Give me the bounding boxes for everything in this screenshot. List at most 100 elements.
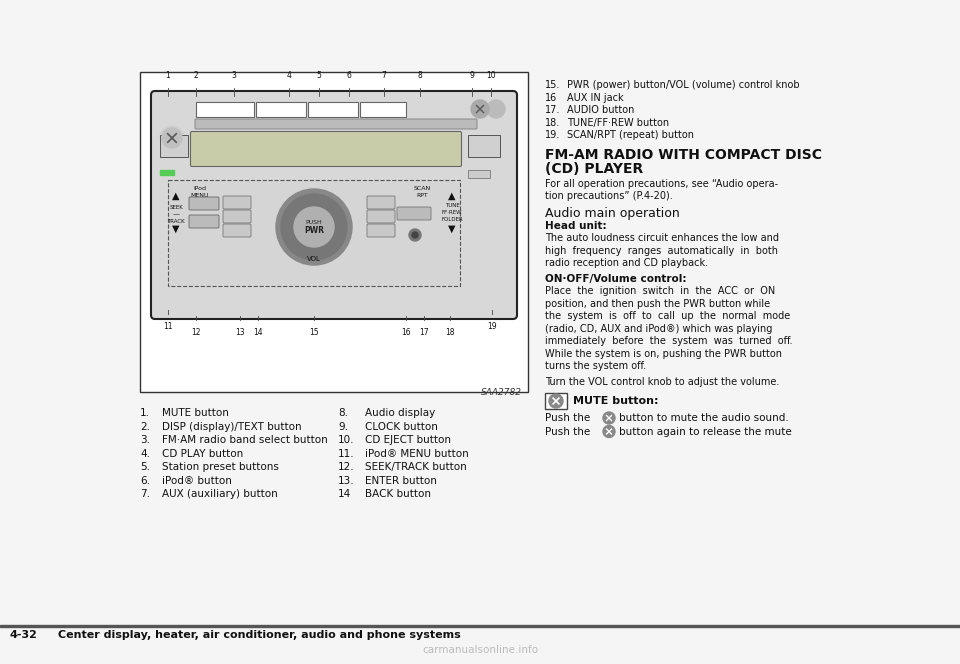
Text: CLOCK: CLOCK (473, 143, 494, 149)
Text: AUX: AUX (375, 105, 391, 114)
Text: 5: 5 (379, 214, 383, 220)
Bar (160, 135, 188, 157)
Text: 18: 18 (445, 328, 455, 337)
FancyBboxPatch shape (223, 224, 251, 237)
Text: 1: 1 (235, 199, 239, 205)
Text: 11.: 11. (338, 448, 354, 459)
Text: Head unit:: Head unit: (545, 220, 607, 230)
Text: ▲: ▲ (172, 191, 180, 201)
Text: 19: 19 (487, 322, 497, 331)
Text: 4: 4 (379, 199, 383, 205)
Text: SEEK: SEEK (169, 205, 182, 210)
Text: 3.: 3. (140, 435, 150, 445)
Text: Audio display: Audio display (365, 408, 435, 418)
Text: TRACK: TRACK (167, 218, 185, 224)
Text: CD: CD (276, 105, 287, 114)
FancyBboxPatch shape (223, 196, 251, 209)
Text: AUDIO button: AUDIO button (567, 105, 635, 115)
Text: Center display, heater, air conditioner, audio and phone systems: Center display, heater, air conditioner,… (58, 630, 461, 640)
Text: 14: 14 (253, 328, 263, 337)
Text: ···: ··· (234, 203, 240, 208)
Text: —: — (173, 211, 180, 217)
Text: DISP: DISP (167, 143, 181, 149)
Text: SCAN: SCAN (414, 186, 431, 191)
Text: 1.: 1. (140, 408, 150, 418)
Circle shape (409, 229, 421, 241)
Text: ▼: ▼ (448, 224, 456, 234)
Circle shape (412, 232, 418, 238)
Bar (468, 135, 500, 157)
Text: FM·AM radio band select button: FM·AM radio band select button (162, 435, 327, 445)
Circle shape (160, 126, 184, 150)
Text: ON·OFF/Volume control:: ON·OFF/Volume control: (545, 274, 686, 284)
Text: While the system is on, pushing the PWR button: While the system is on, pushing the PWR … (545, 349, 782, 359)
Text: 9: 9 (469, 71, 474, 80)
Bar (160, 170, 174, 175)
Text: ···: ··· (378, 218, 384, 222)
Text: MUTE button:: MUTE button: (573, 396, 659, 406)
Text: 13.: 13. (338, 475, 354, 485)
Text: iPod: iPod (194, 186, 206, 191)
FancyBboxPatch shape (151, 91, 517, 319)
Text: TEXT: TEXT (166, 151, 181, 155)
Text: 5.: 5. (140, 462, 150, 472)
Circle shape (487, 100, 505, 118)
FancyBboxPatch shape (195, 119, 477, 129)
Text: SAA2782: SAA2782 (481, 388, 522, 396)
Text: AUX (auxiliary) button: AUX (auxiliary) button (162, 489, 277, 499)
Text: iPod® button: iPod® button (162, 475, 232, 485)
Bar (140, 72, 528, 392)
Text: carmanualsonline.info: carmanualsonline.info (422, 645, 538, 655)
Text: ···: ··· (378, 232, 384, 236)
Text: 2: 2 (194, 71, 199, 80)
Text: 8: 8 (418, 71, 422, 80)
Text: 4-32: 4-32 (10, 630, 37, 640)
Text: 18.: 18. (545, 118, 561, 127)
Text: Audio main operation: Audio main operation (545, 207, 680, 220)
Text: 1: 1 (166, 71, 170, 80)
Text: 6: 6 (347, 71, 351, 80)
Text: FM·AM: FM·AM (212, 105, 238, 114)
FancyBboxPatch shape (367, 224, 395, 237)
Text: 12: 12 (191, 328, 201, 337)
Text: ···: ··· (234, 232, 240, 236)
Text: button again to release the mute: button again to release the mute (619, 426, 792, 436)
Text: 15.: 15. (545, 80, 561, 90)
Text: 9.: 9. (338, 422, 348, 432)
Text: 17: 17 (420, 328, 429, 337)
Text: RPT: RPT (416, 193, 428, 198)
Circle shape (471, 100, 489, 118)
Text: SEEK/TRACK button: SEEK/TRACK button (365, 462, 467, 472)
Text: BACK: BACK (196, 219, 212, 224)
Text: DISP (display)/TEXT button: DISP (display)/TEXT button (162, 422, 301, 432)
FancyBboxPatch shape (397, 207, 431, 220)
Bar (168, 180, 460, 286)
Text: CD EJECT button: CD EJECT button (365, 435, 451, 445)
Text: 16: 16 (545, 92, 557, 102)
Text: The auto loudness circuit enhances the low and: The auto loudness circuit enhances the l… (545, 233, 779, 243)
Text: 5: 5 (317, 71, 322, 80)
Text: Push the: Push the (545, 413, 590, 423)
Text: (radio, CD, AUX and iPod®) which was playing: (radio, CD, AUX and iPod®) which was pla… (545, 323, 773, 333)
Bar (0, 625, 960, 627)
Text: button to mute the audio sound.: button to mute the audio sound. (619, 413, 789, 423)
Text: FOLDER: FOLDER (442, 216, 463, 222)
Circle shape (294, 207, 334, 247)
Text: AUDIO: AUDIO (404, 211, 424, 216)
Text: TUNE/FF·REW button: TUNE/FF·REW button (567, 118, 669, 127)
FancyBboxPatch shape (367, 196, 395, 209)
Text: position, and then push the PWR button while: position, and then push the PWR button w… (545, 299, 770, 309)
Text: iPod: iPod (324, 105, 341, 114)
Text: AUX IN jack: AUX IN jack (567, 92, 624, 102)
Text: the  system  is  off  to  call  up  the  normal  mode: the system is off to call up the normal … (545, 311, 790, 321)
Text: SCAN/RPT (repeat) button: SCAN/RPT (repeat) button (567, 130, 694, 140)
Circle shape (162, 128, 182, 148)
Text: 14: 14 (338, 489, 351, 499)
Text: 8.: 8. (338, 408, 348, 418)
Circle shape (603, 412, 615, 424)
Text: FF·REW: FF·REW (442, 210, 463, 214)
Bar (360, 102, 406, 117)
FancyBboxPatch shape (367, 210, 395, 223)
Text: BACK button: BACK button (365, 489, 431, 499)
Text: 6.: 6. (140, 475, 150, 485)
